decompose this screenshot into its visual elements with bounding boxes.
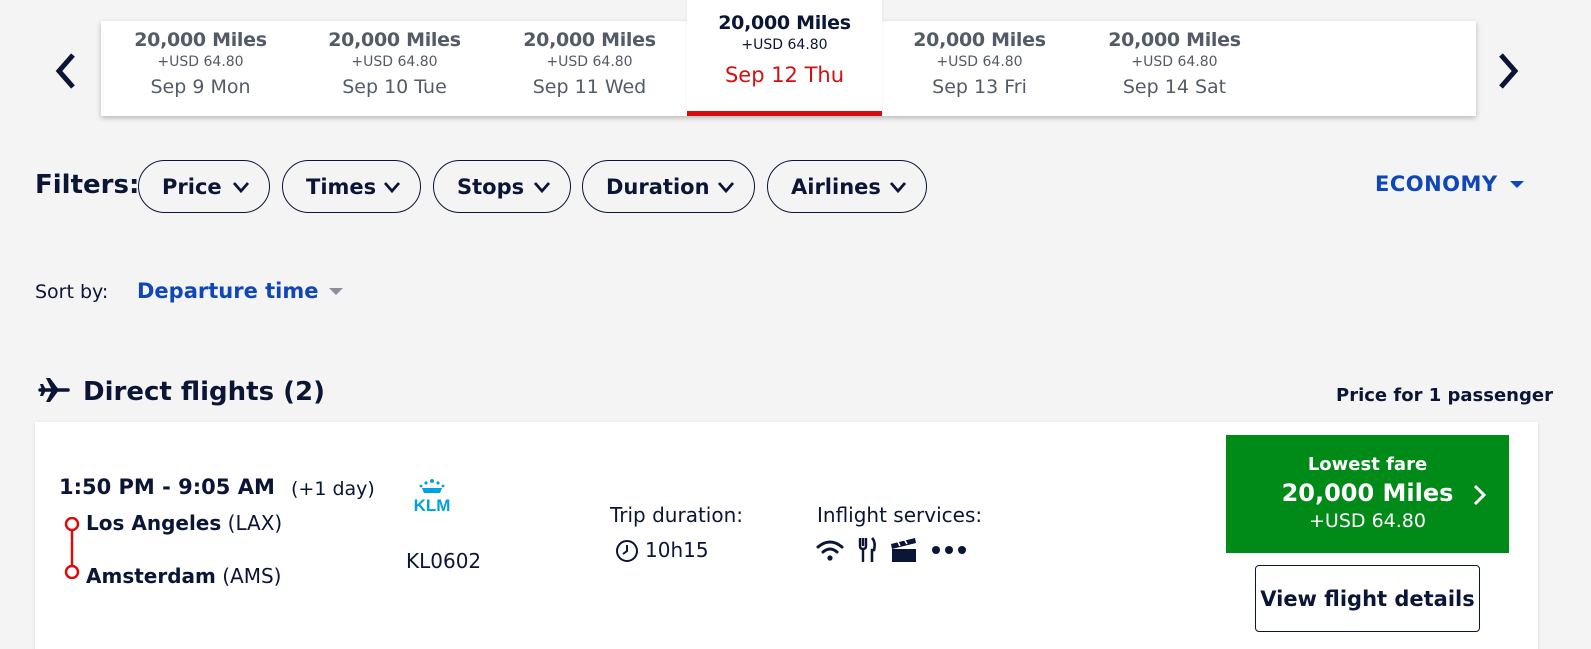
destination-city: Amsterdam (AMS) xyxy=(86,564,281,588)
destination-code: (AMS) xyxy=(222,564,282,588)
more-icon xyxy=(931,545,967,555)
date-carousel: 20,000 Miles +USD 64.80 Sep 9 Mon 20,000… xyxy=(101,0,1476,116)
date-option-sep-14[interactable]: 20,000 Miles +USD 64.80 Sep 14 Sat xyxy=(1077,21,1272,116)
svg-text:KLM: KLM xyxy=(414,496,451,514)
cabin-class-dropdown[interactable]: ECONOMY xyxy=(1375,172,1524,196)
filter-price-button[interactable]: Price xyxy=(138,160,270,213)
price-note: Price for 1 passenger xyxy=(1336,385,1553,406)
chevron-down-icon xyxy=(383,182,401,194)
date-day: Sep 14 Sat xyxy=(1122,76,1227,98)
date-miles: 20,000 Miles xyxy=(1108,29,1241,51)
date-usd: +USD 64.80 xyxy=(1131,54,1218,70)
clock-icon xyxy=(616,540,638,562)
cabin-class-label: ECONOMY xyxy=(1375,172,1498,196)
date-day: Sep 11 Wed xyxy=(532,76,647,98)
chevron-right-icon xyxy=(1499,53,1519,89)
fare-miles: 20,000 Miles xyxy=(1281,479,1454,507)
destination-city-name: Amsterdam xyxy=(86,564,216,588)
flight-card[interactable]: 1:50 PM - 9:05 AM (+1 day) Los Angeles (… xyxy=(35,422,1538,649)
date-miles: 20,000 Miles xyxy=(134,29,267,51)
date-miles: 20,000 Miles xyxy=(523,29,656,51)
wifi-icon xyxy=(815,537,845,563)
filter-label: Price xyxy=(162,174,222,199)
filter-label: Times xyxy=(306,174,377,199)
date-option-sep-10[interactable]: 20,000 Miles +USD 64.80 Sep 10 Tue xyxy=(297,21,492,116)
filter-label: Airlines xyxy=(791,174,881,199)
filter-label: Stops xyxy=(457,174,525,199)
route-line-icon xyxy=(64,517,80,579)
day-offset: (+1 day) xyxy=(291,478,375,500)
date-day: Sep 12 Thu xyxy=(724,63,845,87)
sort-dropdown[interactable]: Departure time xyxy=(137,279,343,303)
filter-times-button[interactable]: Times xyxy=(282,160,421,213)
filter-airlines-button[interactable]: Airlines xyxy=(767,160,927,213)
next-dates-button[interactable] xyxy=(1488,46,1528,96)
plane-icon xyxy=(38,378,70,402)
origin-city-name: Los Angeles xyxy=(86,511,222,535)
entertainment-icon xyxy=(889,536,919,564)
chevron-right-icon xyxy=(1473,484,1487,506)
date-option-sep-12-selected[interactable]: 20,000 Miles +USD 64.80 Sep 12 Thu xyxy=(687,0,882,116)
date-usd: +USD 64.80 xyxy=(351,54,438,70)
date-usd: +USD 64.80 xyxy=(741,37,828,53)
origin-code: (LAX) xyxy=(227,511,283,535)
chevron-down-icon xyxy=(533,182,551,194)
date-usd: +USD 64.80 xyxy=(157,54,244,70)
filters-label: Filters: xyxy=(35,170,140,200)
lowest-fare-button[interactable]: Lowest fare 20,000 Miles +USD 64.80 xyxy=(1226,435,1509,553)
chevron-left-icon xyxy=(55,53,75,89)
chevron-down-icon xyxy=(889,182,907,194)
flight-number: KL0602 xyxy=(406,549,482,573)
fare-usd: +USD 64.80 xyxy=(1309,510,1426,532)
date-option-sep-9[interactable]: 20,000 Miles +USD 64.80 Sep 9 Mon xyxy=(103,21,298,116)
origin-city: Los Angeles (LAX) xyxy=(86,511,282,535)
date-day: Sep 10 Tue xyxy=(342,76,447,98)
chevron-down-icon xyxy=(232,182,250,194)
meal-icon xyxy=(857,536,877,564)
sort-value: Departure time xyxy=(137,279,319,303)
duration-label: Trip duration: xyxy=(610,503,744,527)
date-option-sep-13[interactable]: 20,000 Miles +USD 64.80 Sep 13 Fri xyxy=(882,21,1077,116)
chevron-down-icon xyxy=(717,182,735,194)
caret-down-icon xyxy=(1509,180,1524,188)
date-option-sep-11[interactable]: 20,000 Miles +USD 64.80 Sep 11 Wed xyxy=(492,21,687,116)
date-miles: 20,000 Miles xyxy=(328,29,461,51)
sort-label: Sort by: xyxy=(35,281,109,303)
view-flight-details-button[interactable]: View flight details xyxy=(1255,565,1480,632)
filter-label: Duration xyxy=(606,174,710,199)
flight-times: 1:50 PM - 9:05 AM xyxy=(59,475,275,499)
date-miles: 20,000 Miles xyxy=(718,12,851,34)
date-usd: +USD 64.80 xyxy=(936,54,1023,70)
date-usd: +USD 64.80 xyxy=(546,54,633,70)
date-miles: 20,000 Miles xyxy=(913,29,1046,51)
filter-duration-button[interactable]: Duration xyxy=(582,160,755,213)
services-icons xyxy=(815,536,979,564)
section-title: Direct flights (2) xyxy=(83,377,325,407)
fare-label: Lowest fare xyxy=(1307,454,1428,475)
services-label: Inflight services: xyxy=(817,503,983,527)
prev-dates-button[interactable] xyxy=(46,46,86,96)
duration-value: 10h15 xyxy=(645,538,709,562)
klm-logo: KLM xyxy=(414,479,451,514)
date-day: Sep 9 Mon xyxy=(150,76,251,98)
date-day: Sep 13 Fri xyxy=(932,76,1027,98)
caret-down-icon xyxy=(328,287,343,295)
filter-stops-button[interactable]: Stops xyxy=(433,160,571,213)
